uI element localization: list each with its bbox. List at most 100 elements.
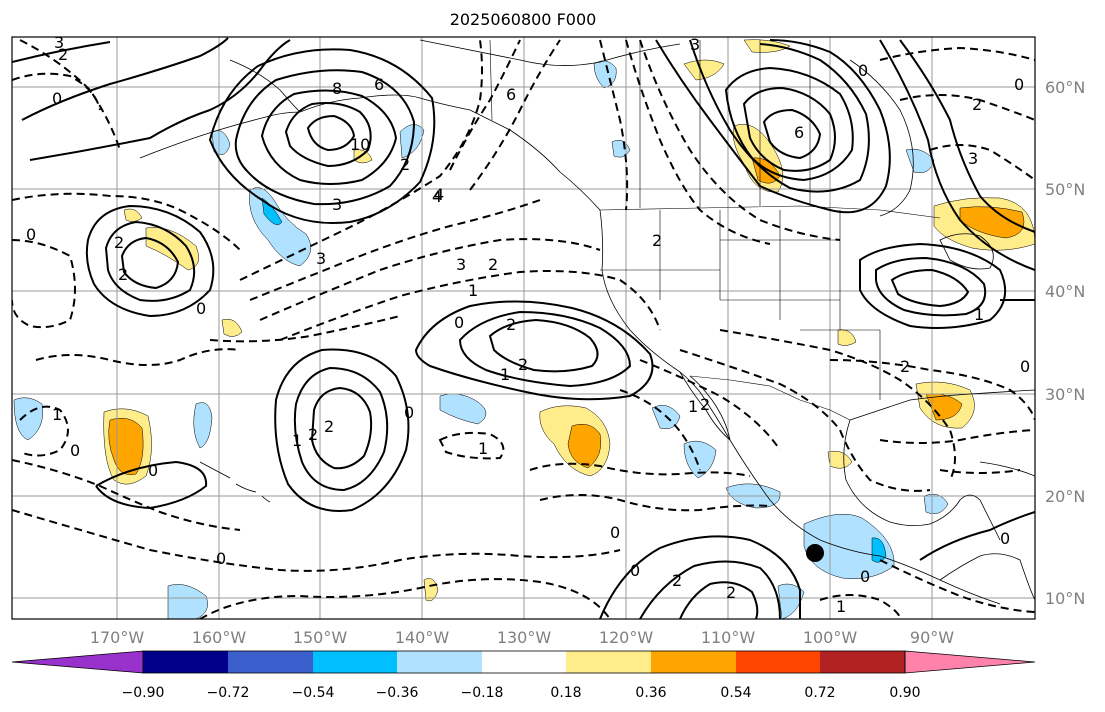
colorbar-tick-label: 0.90 [889,685,920,701]
contour-line [899,39,1035,233]
contour-line [879,39,1035,271]
lat-label: 20°N [1045,487,1085,506]
contour-label: 2 [114,233,124,252]
contour-label: 0 [52,89,62,108]
contour-line [619,389,701,471]
shade-negative-region [923,494,949,514]
contour-line [260,89,398,185]
lon-label: 120°W [599,628,654,647]
colorbar-swatch [482,651,566,673]
contour-line [438,431,505,460]
contour-label: 6 [794,123,804,142]
contour-label: 0 [404,403,414,422]
contour-label: 0 [1020,357,1030,376]
contour-line [724,66,854,182]
contour-line [310,386,373,470]
colorbar-tick-label: 0.36 [635,685,666,701]
contour-line [819,594,901,619]
map-panel: 3 2 0 8 6 10 4 2 3 6 3 6 0 2 0 3 2 4 3 2… [12,37,1035,619]
lat-label: 50°N [1045,180,1085,199]
contour-line [875,256,987,317]
lon-label: 110°W [701,628,756,647]
colorbar-tick-label: −0.36 [376,685,419,701]
contour-line [19,405,69,457]
latitude-labels: 60°N 50°N 40°N 30°N 20°N 10°N [1045,78,1085,608]
us-mexico-border [689,375,851,421]
location-marker [806,544,824,562]
contour-line [488,318,599,373]
lon-label: 140°W [395,628,450,647]
canada-arctic-coast [419,39,681,66]
central-america-coast [939,553,1035,601]
contour-line [104,220,196,302]
contour-label: 2 [118,265,128,284]
contour-label: 0 [1000,529,1010,548]
alaska-coast [299,94,601,211]
map-frame [11,36,1036,620]
contour-line [12,459,241,531]
contour-line [12,41,111,63]
colorbar-frame [142,650,906,674]
contour-line [120,236,180,290]
longitude-labels: 170°W 160°W 150°W 140°W 130°W 120°W 110°… [90,628,954,647]
shade-positive-region [353,149,373,164]
shade-negative-region [193,402,213,449]
contour-line [719,329,956,481]
contour-line [21,37,229,121]
contour-label: 2 [652,231,662,250]
yucatan [929,494,1001,541]
contour-label: 1 [468,281,478,300]
contour-label: 2 [700,395,710,414]
cuba [979,461,1035,477]
solid-contours [12,37,1035,619]
lon-label: 100°W [803,628,858,647]
contour-label: 3 [316,249,326,268]
contour-line [209,315,401,343]
hawaii-islands [199,461,271,503]
contour-label: 1 [836,597,846,616]
lon-label: 170°W [90,628,145,647]
colorbar-extend-min [11,650,144,674]
contour-label: 1 [688,397,698,416]
contour-label: 0 [860,567,870,586]
us-west-coast [599,209,701,393]
gulf-coast [849,389,1035,421]
contour-line [85,204,215,318]
contour-label: 1 [974,305,984,324]
contour-line [306,114,356,152]
contour-line [879,46,1035,61]
contour-line [274,348,410,512]
contour-label: 2 [488,255,498,274]
contour-label: 1 [478,439,488,458]
contour-line [890,268,970,308]
colorbar-ticks: −0.90 −0.72 −0.54 −0.36 −0.18 0.18 0.36 … [122,685,921,701]
contour-label: 2 [506,315,516,334]
lat-label: 10°N [1045,589,1085,608]
contour-line [293,366,389,492]
contour-label: 8 [332,79,342,98]
shade-positive-region [837,329,857,346]
contour-line [829,359,1035,421]
contour-line [939,469,1021,474]
contour-line [95,460,208,510]
contour-label: 10 [350,135,370,154]
contour-label: 2 [324,417,334,436]
colorbar-tick-label: −0.90 [122,685,165,701]
contour-label: 0 [148,461,158,480]
contour-label: 1 [500,365,510,384]
lon-label: 90°W [910,628,954,647]
contour-line [639,39,841,241]
shade-positive-region [123,208,143,222]
political-borders [489,39,941,421]
contour-label: 0 [70,441,80,460]
contour-line [879,429,1035,444]
contour-label: 0 [196,299,206,318]
contour-line [208,48,436,225]
shade-positive-region [743,39,791,53]
contour-label: 2 [518,355,528,374]
contour-line [199,578,611,619]
contour-line [12,72,101,111]
lon-label: 160°W [192,628,247,647]
colorbar-tick-label: 0.72 [804,685,835,701]
